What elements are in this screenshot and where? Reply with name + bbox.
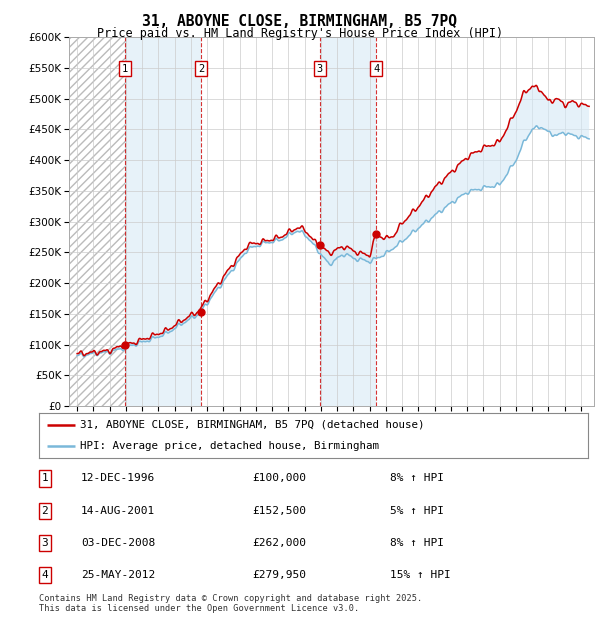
Bar [69,37,125,406]
Text: Price paid vs. HM Land Registry's House Price Index (HPI): Price paid vs. HM Land Registry's House … [97,27,503,40]
Text: 31, ABOYNE CLOSE, BIRMINGHAM, B5 7PQ (detached house): 31, ABOYNE CLOSE, BIRMINGHAM, B5 7PQ (de… [80,420,425,430]
Bar [320,37,376,406]
Text: 4: 4 [41,570,49,580]
Text: 25-MAY-2012: 25-MAY-2012 [81,570,155,580]
Text: 14-AUG-2001: 14-AUG-2001 [81,506,155,516]
Text: Contains HM Land Registry data © Crown copyright and database right 2025.
This d: Contains HM Land Registry data © Crown c… [39,594,422,613]
Text: 1: 1 [122,64,128,74]
Text: 5% ↑ HPI: 5% ↑ HPI [390,506,444,516]
Text: £152,500: £152,500 [252,506,306,516]
Text: £100,000: £100,000 [252,474,306,484]
Text: 8% ↑ HPI: 8% ↑ HPI [390,474,444,484]
Text: 8% ↑ HPI: 8% ↑ HPI [390,538,444,548]
Text: 03-DEC-2008: 03-DEC-2008 [81,538,155,548]
Text: 31, ABOYNE CLOSE, BIRMINGHAM, B5 7PQ: 31, ABOYNE CLOSE, BIRMINGHAM, B5 7PQ [143,14,458,29]
Text: 3: 3 [317,64,323,74]
Text: 4: 4 [373,64,379,74]
Bar [125,37,201,406]
Text: 2: 2 [198,64,204,74]
Text: 12-DEC-1996: 12-DEC-1996 [81,474,155,484]
Text: 15% ↑ HPI: 15% ↑ HPI [390,570,451,580]
Text: 1: 1 [41,474,49,484]
Text: HPI: Average price, detached house, Birmingham: HPI: Average price, detached house, Birm… [80,440,379,451]
Text: £262,000: £262,000 [252,538,306,548]
Text: 2: 2 [41,506,49,516]
Text: £279,950: £279,950 [252,570,306,580]
Text: 3: 3 [41,538,49,548]
